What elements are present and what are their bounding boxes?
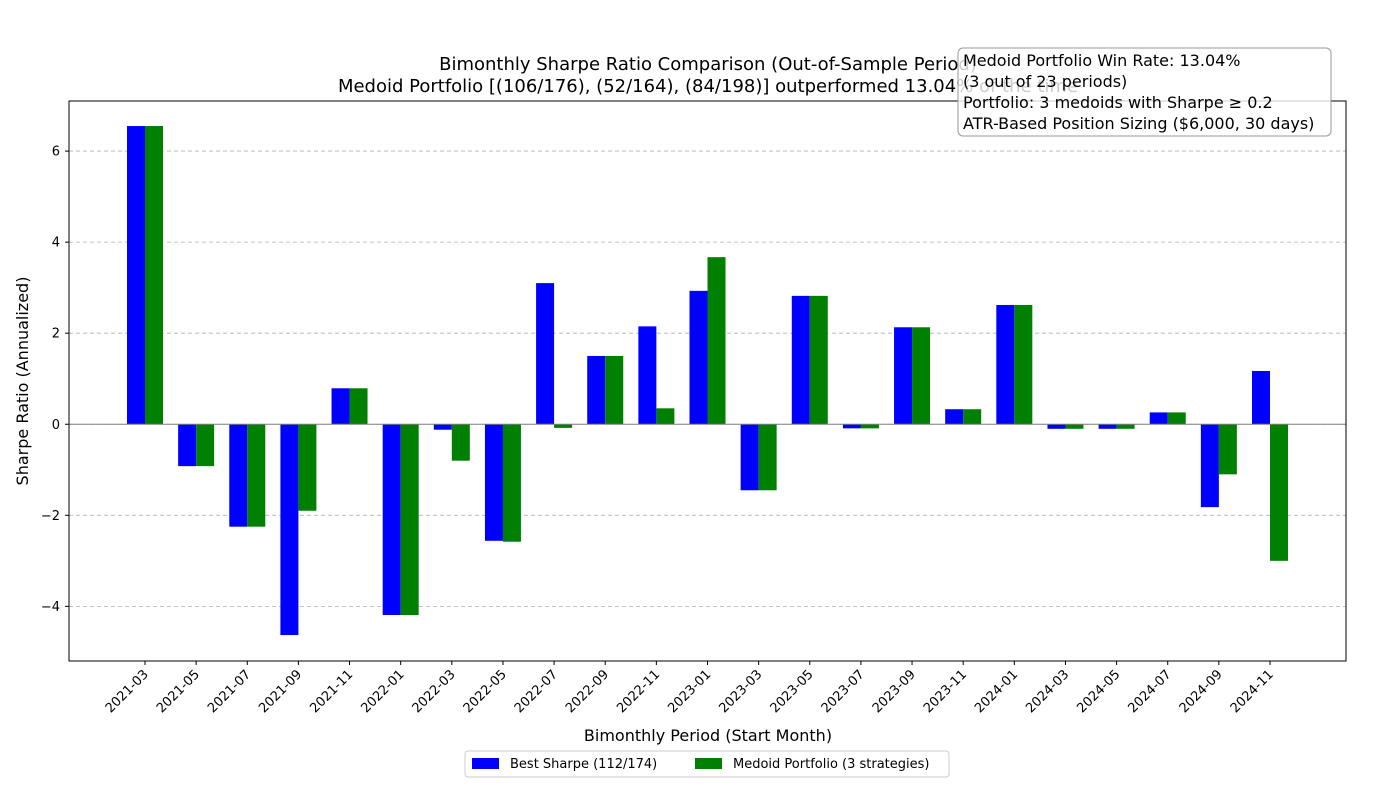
bar-medoid-portfolio-2023-01 (707, 257, 726, 425)
annotation-line-3: Portfolio: 3 medoids with Sharpe ≥ 0.2 (963, 93, 1273, 112)
legend-swatch-best-sharpe (472, 758, 499, 769)
legend-swatch-medoid-portfolio (695, 758, 722, 769)
bar-medoid-portfolio-2022-03 (451, 424, 470, 461)
y-axis-ticks: −4 −2 0 2 4 6 (41, 145, 69, 615)
legend-label-medoid-portfolio: Medoid Portfolio (3 strategies) (733, 757, 930, 772)
bar-medoid-portfolio-2022-01 (400, 424, 419, 616)
annotation-line-1: Medoid Portfolio Win Rate: 13.04% (963, 51, 1241, 70)
y-tick-label: −2 (41, 509, 60, 524)
bar-best-sharpe-2021-03 (127, 126, 145, 425)
bar-medoid-portfolio-2021-03 (145, 126, 163, 425)
x-tick-label: 2023-03 (716, 667, 765, 716)
x-tick-label: 2023-05 (768, 667, 817, 716)
x-tick-label: 2022-11 (614, 667, 663, 716)
bar-medoid-portfolio-2021-05 (196, 424, 215, 467)
bar-best-sharpe-2023-11 (945, 409, 964, 425)
legend-label-best-sharpe: Best Sharpe (112/174) (510, 757, 657, 772)
bar-medoid-portfolio-2024-07 (1167, 412, 1186, 425)
bar-medoid-portfolio-2021-07 (247, 424, 266, 527)
x-tick-label: 2024-09 (1177, 667, 1226, 716)
bar-medoid-portfolio-2023-03 (758, 424, 777, 491)
legend: Best Sharpe (112/174) Medoid Portfolio (… (464, 750, 950, 778)
x-tick-label: 2023-07 (819, 667, 868, 716)
bar-medoid-portfolio-2021-09 (298, 424, 317, 511)
bar-medoid-portfolio-2022-07 (554, 424, 573, 428)
x-tick-label: 2022-03 (410, 667, 459, 716)
x-tick-label: 2021-09 (256, 667, 305, 716)
bar-best-sharpe-2022-03 (433, 424, 452, 430)
bar-medoid-portfolio-2023-05 (809, 295, 828, 425)
bar-best-sharpe-2024-11 (1252, 370, 1270, 425)
bar-medoid-portfolio-2024-03 (1065, 424, 1084, 429)
x-tick-label: 2022-09 (563, 667, 612, 716)
bar-best-sharpe-2023-01 (689, 290, 708, 425)
bar-best-sharpe-2022-05 (484, 424, 503, 541)
bar-medoid-portfolio-2024-09 (1218, 424, 1237, 475)
bar-best-sharpe-2021-07 (229, 424, 248, 527)
x-tick-label: 2022-05 (461, 667, 510, 716)
y-tick-label: 6 (52, 145, 60, 160)
annotation-box: Medoid Portfolio Win Rate: 13.04% (3 out… (957, 47, 1332, 137)
x-tick-label: 2023-11 (921, 667, 970, 716)
x-axis-ticks: 2021-03 2021-05 2021-07 2021-09 2021-11 2022-… (103, 661, 1277, 716)
bar-medoid-portfolio-2024-05 (1116, 424, 1135, 429)
bar-medoid-portfolio-2022-11 (656, 408, 675, 425)
bar-medoid-portfolio-2023-09 (912, 327, 931, 425)
x-tick-label: 2022-07 (512, 667, 561, 716)
bar-medoid-portfolio-2024-01 (1014, 304, 1033, 425)
bar-medoid-portfolio-2021-11 (349, 388, 368, 425)
annotation-frame (957, 47, 1332, 137)
x-tick-label: 2024-11 (1228, 667, 1277, 716)
y-tick-label: 2 (52, 327, 60, 342)
x-tick-label: 2024-03 (1023, 667, 1072, 716)
bar-best-sharpe-2024-09 (1200, 424, 1219, 508)
x-tick-label: 2022-01 (358, 667, 407, 716)
y-tick-label: 0 (52, 418, 60, 433)
bar-best-sharpe-2023-03 (740, 424, 759, 491)
bar-medoid-portfolio-2022-05 (502, 424, 521, 542)
bar-best-sharpe-2024-05 (1098, 424, 1117, 429)
bar-best-sharpe-2023-05 (791, 295, 810, 425)
bar-best-sharpe-2021-11 (331, 388, 350, 425)
bar-best-sharpe-2024-07 (1149, 412, 1168, 425)
bar-best-sharpe-2024-03 (1047, 424, 1066, 429)
x-tick-label: 2021-11 (307, 667, 356, 716)
annotation-line-4: ATR-Based Position Sizing ($6,000, 30 da… (963, 114, 1314, 133)
y-tick-label: −4 (41, 600, 60, 615)
bar-best-sharpe-2024-01 (996, 304, 1015, 425)
x-tick-label: 2021-07 (205, 667, 254, 716)
y-tick-label: 4 (52, 236, 60, 251)
bar-best-sharpe-2021-09 (280, 424, 299, 636)
x-tick-label: 2023-01 (665, 667, 714, 716)
x-tick-label: 2023-09 (870, 667, 919, 716)
bar-best-sharpe-2023-09 (894, 327, 913, 425)
chart-subtitle: Medoid Portfolio [(106/176), (52/164), (… (338, 76, 1078, 97)
x-tick-label: 2024-05 (1074, 667, 1123, 716)
bar-medoid-portfolio-2022-09 (605, 355, 624, 425)
bar-best-sharpe-2022-01 (382, 424, 401, 616)
bar-medoid-portfolio-2023-11 (963, 409, 982, 425)
bar-best-sharpe-2023-07 (842, 424, 861, 429)
bar-medoid-portfolio-2023-07 (860, 424, 879, 429)
bar-best-sharpe-2022-09 (587, 355, 606, 425)
x-tick-label: 2021-05 (154, 667, 203, 716)
bar-best-sharpe-2022-07 (536, 283, 555, 425)
annotation-line-2: (3 out of 23 periods) (963, 72, 1127, 91)
bar-best-sharpe-2022-11 (638, 326, 657, 425)
chart-title: Bimonthly Sharpe Ratio Comparison (Out-o… (439, 54, 977, 75)
bar-best-sharpe-2021-05 (178, 424, 197, 467)
y-axis-label: Sharpe Ratio (Annualized) (13, 277, 32, 486)
x-axis-label: Bimonthly Period (Start Month) (584, 726, 832, 745)
x-tick-label: 2021-03 (103, 667, 152, 716)
bar-medoid-portfolio-2024-11 (1270, 424, 1288, 561)
x-tick-label: 2024-07 (1126, 667, 1175, 716)
x-tick-label: 2024-01 (972, 667, 1021, 716)
bars (127, 126, 1288, 636)
